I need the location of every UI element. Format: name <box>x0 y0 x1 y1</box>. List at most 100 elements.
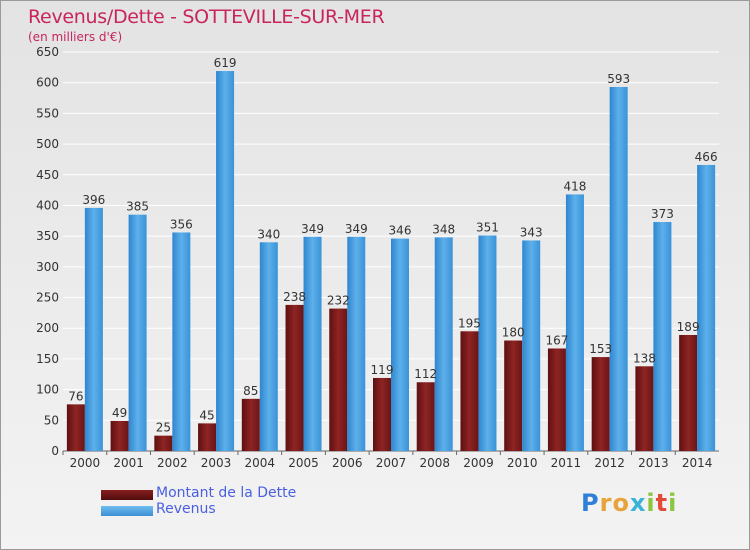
debt-value-label: 180 <box>502 326 525 340</box>
x-tick-label: 2006 <box>332 456 363 470</box>
debt-value-label: 49 <box>112 406 127 420</box>
debt-bar <box>241 398 260 451</box>
revenue-bar <box>565 194 584 452</box>
debt-bar <box>198 423 217 451</box>
debt-bar <box>635 366 654 451</box>
revenue-value-label: 351 <box>476 221 499 235</box>
x-tick-label: 2013 <box>638 456 669 470</box>
logo-letter: i <box>646 489 656 517</box>
revenue-value-label: 373 <box>651 207 674 221</box>
revenue-bar <box>434 237 453 451</box>
revenue-value-label: 619 <box>214 56 237 70</box>
debt-bar <box>329 308 348 451</box>
revenue-value-label: 343 <box>520 225 543 239</box>
x-tick-label: 2010 <box>507 456 538 470</box>
debt-bar <box>460 331 479 451</box>
revenue-value-label: 466 <box>695 150 718 164</box>
debt-value-label: 232 <box>327 294 350 308</box>
debt-value-label: 153 <box>589 342 612 356</box>
legend-label-revenue: Revenus <box>156 501 216 517</box>
debt-bar <box>373 377 391 451</box>
logo-letter: r <box>599 489 613 517</box>
debt-bar <box>679 334 698 451</box>
debt-bar <box>66 404 85 451</box>
revenue-value-label: 418 <box>563 179 586 193</box>
y-tick-label: 450 <box>36 168 59 182</box>
proxiti-logo: Proxiti <box>581 489 677 517</box>
legend-swatch-debt <box>101 490 153 500</box>
y-tick-label: 150 <box>36 352 59 366</box>
x-tick-label: 2005 <box>288 456 319 470</box>
revenue-bar <box>216 71 235 451</box>
x-tick-label: 2002 <box>157 456 188 470</box>
y-tick-label: 400 <box>36 198 59 212</box>
revenue-bar <box>609 86 628 451</box>
debt-bar <box>416 382 435 451</box>
y-tick-label: 50 <box>44 413 59 427</box>
x-tick-label: 2007 <box>376 456 407 470</box>
chart-subtitle: (en milliers d'€) <box>28 30 123 44</box>
debt-value-label: 25 <box>156 421 171 435</box>
y-tick-label: 350 <box>36 229 59 243</box>
debt-value-label: 238 <box>283 290 306 304</box>
x-tick-label: 2014 <box>682 456 713 470</box>
x-tick-label: 2001 <box>113 456 144 470</box>
legend-label-debt: Montant de la Dette <box>156 485 297 501</box>
revenue-value-label: 593 <box>607 72 630 86</box>
debt-value-label: 195 <box>458 316 481 330</box>
debt-value-label: 138 <box>633 351 656 365</box>
logo-letter: o <box>612 489 630 517</box>
revenue-bar <box>522 240 541 451</box>
debt-value-label: 112 <box>414 367 437 381</box>
logo-letter: i <box>668 489 678 517</box>
revenue-value-label: 396 <box>82 193 105 207</box>
debt-value-label: 45 <box>199 408 214 422</box>
debt-bar <box>154 435 173 451</box>
x-tick-label: 2003 <box>201 456 232 470</box>
revenue-bar <box>128 214 147 451</box>
y-tick-label: 600 <box>36 76 59 90</box>
revenue-value-label: 340 <box>257 227 280 241</box>
revenue-value-label: 346 <box>389 224 412 238</box>
debt-bar <box>547 348 566 451</box>
y-tick-label: 300 <box>36 260 59 274</box>
revenue-bar <box>172 232 191 451</box>
x-tick-label: 2012 <box>594 456 625 470</box>
bars <box>66 71 716 452</box>
revenue-bar <box>697 164 716 451</box>
chart-title: Revenus/Dette - SOTTEVILLE-SUR-MER <box>28 6 385 28</box>
revenue-value-label: 385 <box>126 200 149 214</box>
legend-swatch-revenue <box>101 506 153 516</box>
logo-letter: x <box>629 489 647 517</box>
y-tick-label: 500 <box>36 137 59 151</box>
revenue-bar <box>653 222 672 451</box>
y-tick-label: 0 <box>51 444 59 458</box>
revenue-value-label: 356 <box>170 217 193 231</box>
revenue-bar <box>347 236 366 451</box>
debt-value-label: 119 <box>371 363 394 377</box>
debt-value-label: 189 <box>677 320 700 334</box>
x-axis-ticks: 2000 2001 2002 2003 2004 2005 2006 2007 2008 2009… <box>62 451 713 470</box>
revenue-bar <box>478 235 497 451</box>
debt-value-label: 85 <box>243 384 258 398</box>
revenue-value-label: 349 <box>345 222 368 236</box>
revenue-bar <box>391 238 409 451</box>
x-tick-label: 2009 <box>463 456 494 470</box>
debt-bar <box>504 340 523 451</box>
debt-bar <box>285 304 304 451</box>
debt-value-label: 76 <box>68 389 83 403</box>
revenue-value-label: 349 <box>301 222 324 236</box>
revenue-bar <box>259 242 278 451</box>
y-tick-label: 550 <box>36 106 59 120</box>
x-tick-label: 2000 <box>70 456 101 470</box>
y-tick-label: 650 <box>36 45 59 59</box>
logo-letter: t <box>655 489 669 517</box>
revenue-bar <box>84 207 103 451</box>
debt-bar <box>591 357 610 451</box>
revenue-bar <box>303 236 322 451</box>
logo-letter: P <box>581 489 600 517</box>
debt-value-label: 167 <box>545 333 568 347</box>
revenue-value-label: 348 <box>432 222 455 236</box>
